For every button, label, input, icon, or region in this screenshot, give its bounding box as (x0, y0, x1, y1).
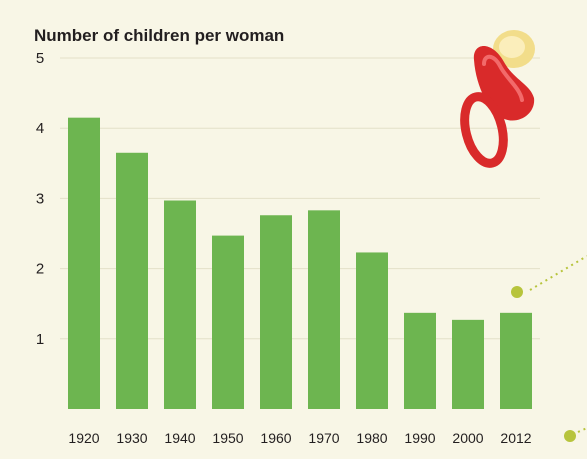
bar-2012 (500, 312, 532, 409)
x-axis: 1920 1930 1940 1950 1960 1970 1980 1990 2000 2012 (68, 430, 531, 446)
x-tick-label: 1980 (356, 430, 387, 446)
bar-1960 (260, 215, 292, 409)
x-tick-label: 2000 (452, 430, 483, 446)
y-tick-label: 3 (36, 190, 44, 207)
dotted-connector-upper (529, 255, 587, 291)
y-tick-label: 2 (36, 261, 44, 278)
x-tick-label: 1920 (68, 430, 99, 446)
x-tick-label: 1960 (260, 430, 291, 446)
chart-title: Number of children per woman (34, 26, 284, 45)
x-tick-label: 2012 (500, 430, 531, 446)
bar-1990 (404, 312, 436, 409)
bar-1980 (356, 252, 388, 409)
pacifier-nipple-highlight (499, 36, 525, 58)
y-tick-label: 4 (36, 120, 44, 137)
x-tick-label: 1970 (308, 430, 339, 446)
pacifier-ring (460, 92, 508, 168)
bar-1930 (116, 152, 148, 409)
x-tick-label: 1940 (164, 430, 195, 446)
x-tick-label: 1950 (212, 430, 243, 446)
annotation-dot-upper (511, 286, 523, 298)
bar-2000 (452, 319, 484, 409)
bar-1970 (308, 210, 340, 409)
bar-1950 (212, 235, 244, 409)
pacifier-icon (460, 30, 535, 168)
x-tick-label: 1990 (404, 430, 435, 446)
x-tick-label: 1930 (116, 430, 147, 446)
y-tick-label: 1 (36, 331, 44, 348)
pacifier-shine (482, 54, 524, 102)
annotation-connectors (511, 255, 587, 442)
dotted-connector-lower (577, 427, 587, 433)
annotation-dot-lower (564, 430, 576, 442)
y-tick-label: 5 (36, 50, 44, 67)
bars (68, 117, 532, 410)
bar-1940 (164, 200, 196, 409)
y-axis: 1 2 3 4 5 (36, 50, 44, 348)
bar-1920 (68, 117, 100, 410)
